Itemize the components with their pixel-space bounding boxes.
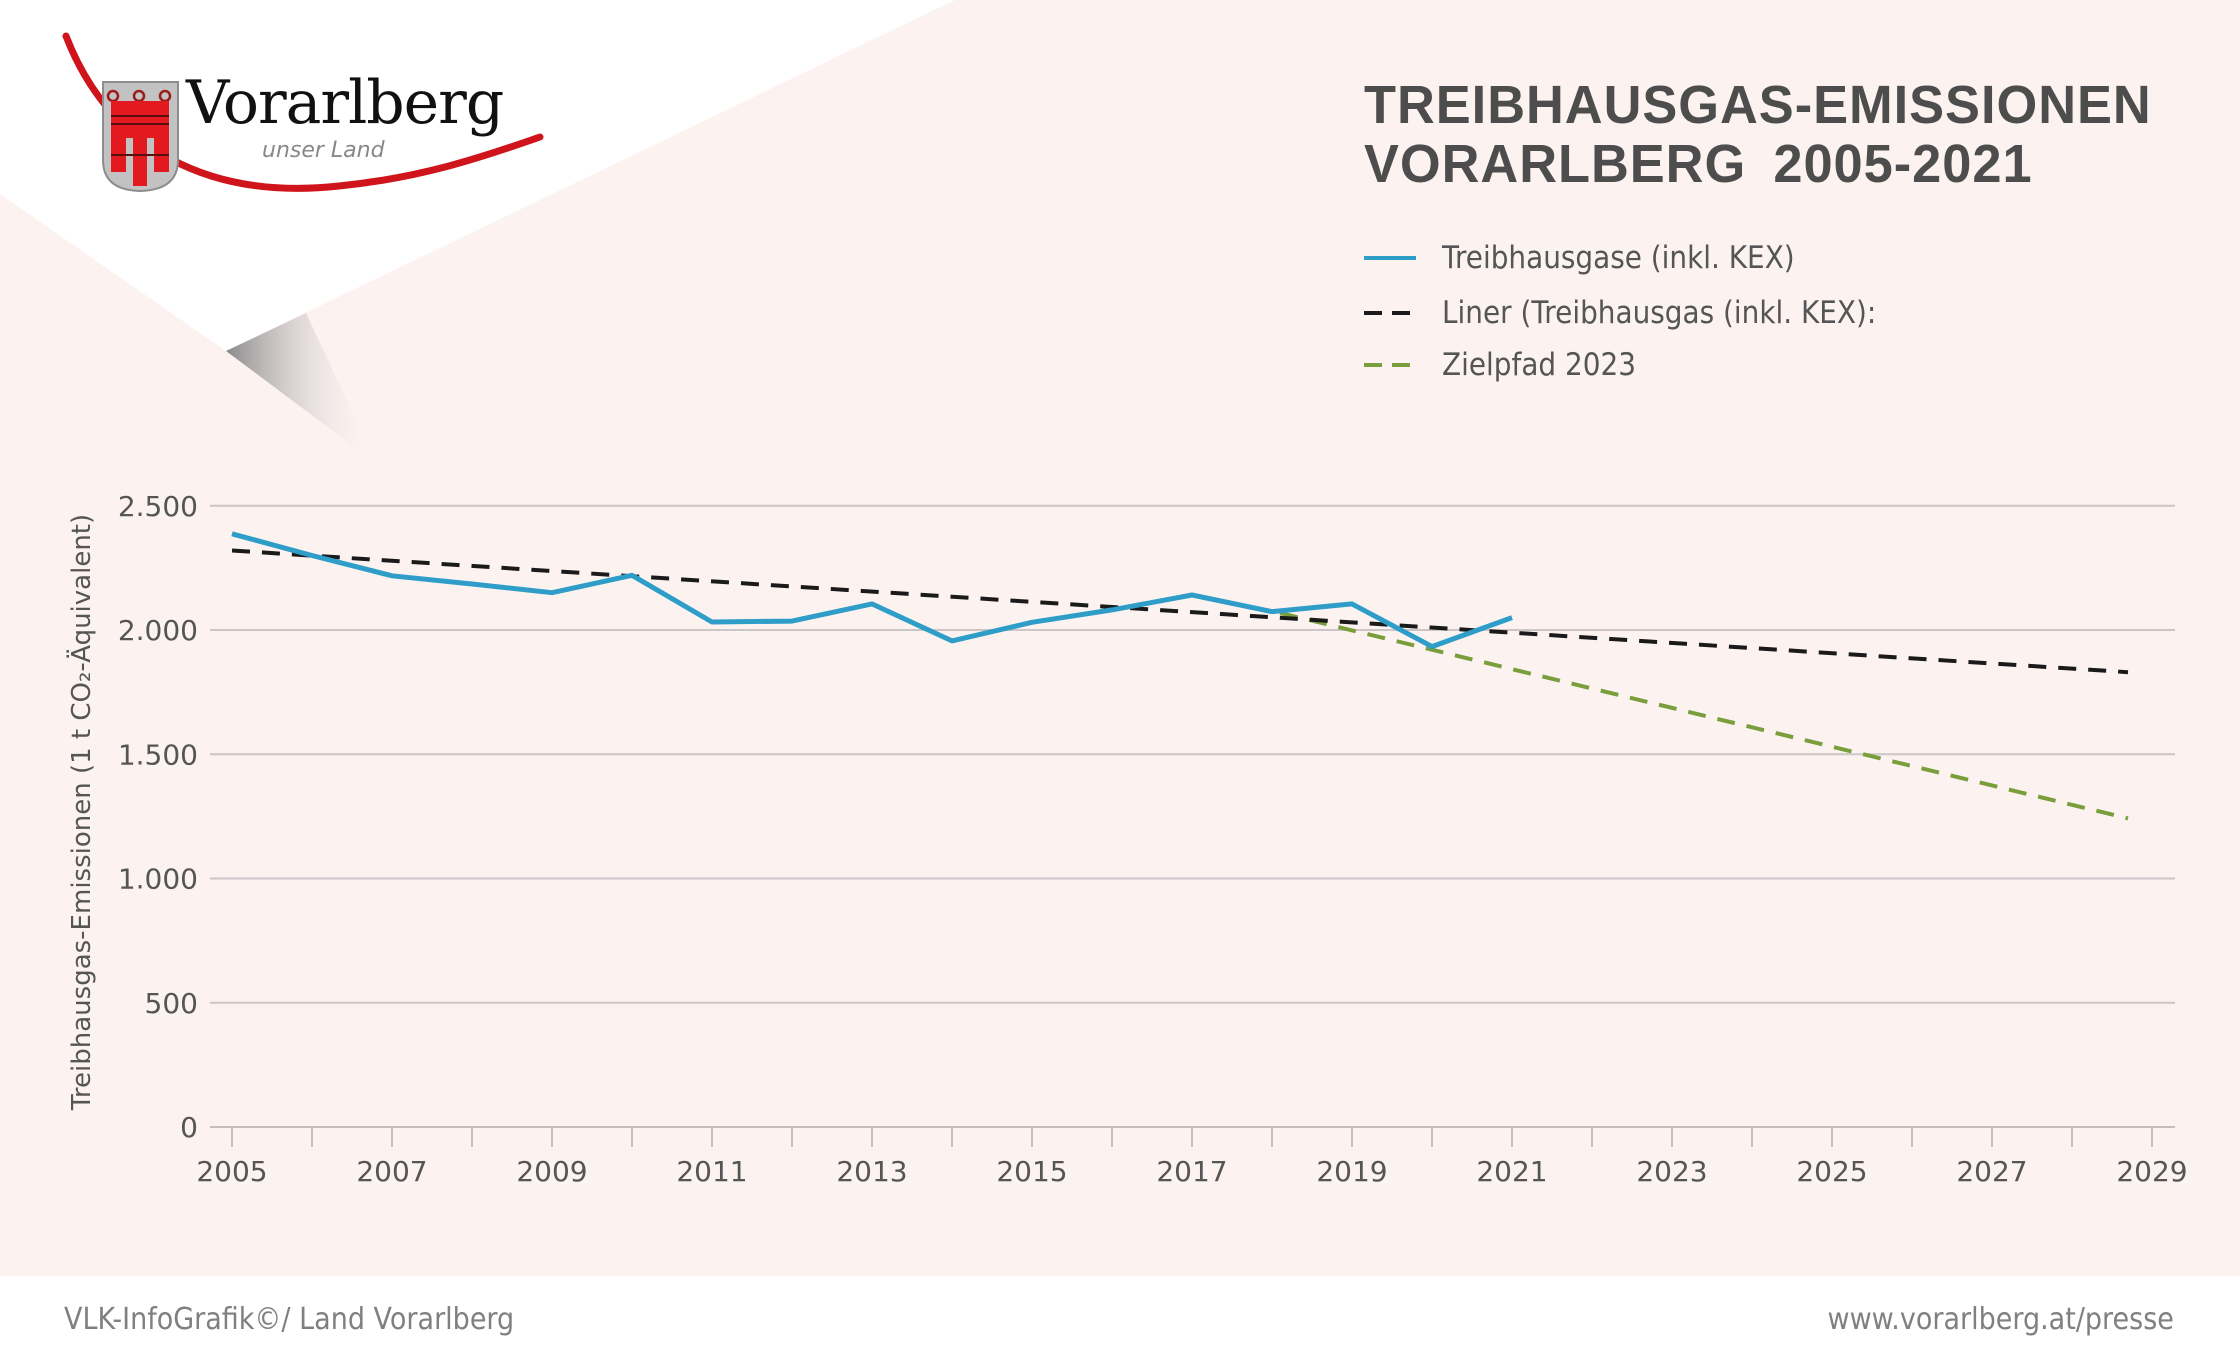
series-line-zielpfad [1279,610,2129,821]
legend-label: Zielpfad 2023 [1442,347,1636,383]
x-axis: 2005 2007 2009 2011 2013 2015 2017 2019 2021 2023… [196,1126,2188,1188]
legend-label: Treibhausgase (inkl. KEX) [1442,240,1795,276]
legend-item-treibhausgase: Treibhausgase (inkl. KEX) [1364,238,1834,278]
y-tick-label: 1.000 [118,863,198,896]
y-tick-label: 2.500 [118,490,198,523]
x-tick-label: 2023 [1636,1155,1707,1188]
legend-item-zielpfad: Zielpfad 2023 [1364,345,1658,385]
x-tick-label: 2021 [1476,1155,1547,1188]
footer-bar [0,1276,2240,1360]
y-tick-label: 0 [180,1111,198,1144]
footer-credit: VLK-InfoGrafik©/ Land Vorarlberg [64,1302,515,1337]
series-lines [231,531,2129,821]
legend-item-linear-trend: Liner (Treibhausgas (inkl. KEX): [1364,293,1925,333]
x-tick-label: 2007 [356,1155,427,1188]
series-line-treibhausgase [231,531,1513,650]
y-tick-label: 1.500 [118,738,198,771]
x-tick-label: 2005 [196,1155,267,1188]
gridlines [210,504,2175,1004]
legend-label: Liner (Treibhausgas (inkl. KEX): [1442,295,1877,331]
x-tick-label: 2011 [676,1155,747,1188]
x-tick-label: 2029 [2116,1155,2187,1188]
white-banner-shape [0,0,955,351]
x-tick-label: 2009 [516,1155,587,1188]
x-tick-label: 2017 [1156,1155,1227,1188]
y-tick-label: 2.000 [118,614,198,647]
chart-title-line2: VORARLBERG 2005-2021 [1364,134,2033,194]
logo-wordmark: Vorarlberg [186,68,504,138]
x-tick-label: 2015 [996,1155,1067,1188]
legend-swatch-solid-blue [1364,256,1416,260]
x-tick-label: 2027 [1956,1155,2027,1188]
footer-url[interactable]: www.vorarlberg.at/presse [1827,1302,2174,1337]
legend-swatch-dashed-green [1364,363,1416,367]
x-tick-label: 2025 [1796,1155,1867,1188]
y-tick-label: 500 [145,987,198,1020]
y-axis-tick-labels: 0 500 1.000 1.500 2.000 2.500 [118,490,198,1144]
chart-title-line1: TREIBHAUSGAS-EMISSIONEN [1364,75,2152,135]
fold-shadow [226,313,376,463]
x-tick-label: 2013 [836,1155,907,1188]
logo-tagline: unser Land [262,138,385,163]
series-line-linear-trend [231,548,2129,675]
y-axis-label: Treibhausgas-Emissionen (1 t CO₂-Äquival… [65,514,97,1111]
legend-swatch-dashed-black [1364,311,1416,315]
x-tick-label: 2019 [1316,1155,1387,1188]
logo [62,32,544,193]
coat-of-arms-icon [102,81,179,193]
